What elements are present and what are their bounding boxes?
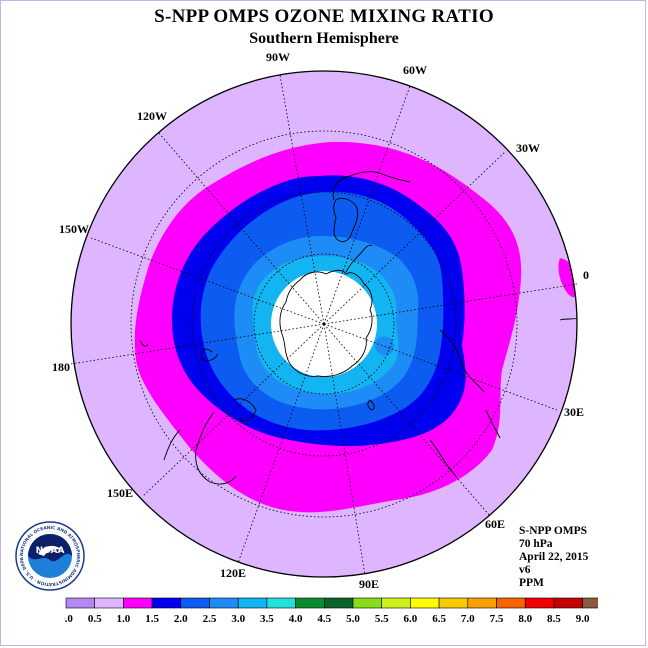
colorbar-swatch [410,597,440,609]
colorbar-swatch [209,597,239,609]
lon-label-120e: 120E [220,566,246,580]
contour-2-5-inner-patch [375,336,394,356]
colorbar-tick-labels: 0.0 0.5 1.0 1.5 2.0 2.5 3.0 3.5 4.0 4.5 5.0 5.5 6.0 6… [64,613,590,625]
lon-label-180: 180 [52,360,70,374]
info-block: S-NPP OMPS 70 hPa April 22, 2015 v6 PPM [519,525,588,590]
colorbar-swatch [65,597,96,609]
info-instrument: S-NPP OMPS [519,525,588,537]
colorbar-swatch [151,597,182,609]
lon-label-60w: 60W [403,63,427,77]
colorbar-swatch [180,597,210,609]
ozone-field [71,71,577,577]
info-units: PPM [519,577,544,589]
colorbar-swatch [123,597,153,609]
lon-label-150e: 150E [107,486,133,500]
logo-wordmark: NOAA [36,546,65,556]
colorbar-swatch [467,597,497,609]
colorbar-tick-label: 5.5 [375,613,389,625]
info-level: 70 hPa [519,538,553,550]
colorbar-tick-label: 4.0 [289,613,303,625]
info-version: v6 [519,564,531,576]
info-date: April 22, 2015 [519,551,589,563]
colorbar-tick-label: 9.0 [576,613,590,625]
colorbar-swatch [496,597,526,609]
map-boundary [70,70,578,578]
colorbar-swatch [237,597,268,609]
colorbar-swatches [65,597,598,609]
lon-label-0: 0 [583,268,589,282]
logo-gull [38,545,62,556]
colorbar-tick-label: 6.0 [404,613,418,625]
colorbar-swatch [94,597,124,609]
colorbar-tick-label: 5.0 [346,613,360,625]
lon-label-90w: 90W [266,50,290,64]
colorbar-tick-label: 4.5 [317,613,331,625]
lon-label-30e: 30E [564,405,584,419]
colorbar-tick-label: 8.0 [518,613,532,625]
colorbar-tick-label: 0.0 [64,613,73,625]
colorbar-tick-label: 7.0 [461,613,475,625]
noaa-logo: NATIONAL OCEANIC AND ATMOSPHERIC ADMINIS… [14,520,85,591]
graticule [70,74,578,576]
colorbar-tick-label: 3.5 [260,613,274,625]
colorbar-swatch [438,597,469,609]
colorbar-tick-label: 1.0 [117,613,131,625]
lon-label-90e: 90E [359,577,379,591]
south-pole-marker [322,322,326,326]
colorbar: 0.0 0.5 1.0 1.5 2.0 2.5 3.0 3.5 4.0 4.5 5.0 5.5 6.0 6… [64,597,598,625]
colorbar-swatch [295,597,325,609]
colorbar-swatch [323,597,354,609]
colorbar-tick-label: 0.5 [88,613,102,625]
lon-label-150w: 150W [59,222,89,236]
colorbar-swatch [524,597,555,609]
colorbar-tick-label: 1.5 [145,613,159,625]
colorbar-tick-label: 3.0 [231,613,245,625]
lon-label-120w: 120W [137,109,167,123]
map-subtitle: Southern Hemisphere [249,30,399,47]
colorbar-tick-label: 2.5 [203,613,217,625]
colorbar-tick-label: 8.5 [547,613,561,625]
colorbar-swatch [582,597,598,609]
lon-label-60e: 60E [485,517,505,531]
colorbar-swatch [381,597,411,609]
colorbar-swatch [266,597,296,609]
colorbar-swatch [553,597,583,609]
colorbar-tick-label: 7.5 [490,613,504,625]
lon-label-30w: 30W [516,141,540,155]
colorbar-tick-label: 2.0 [174,613,188,625]
colorbar-tick-label: 6.5 [432,613,446,625]
map-title: S-NPP OMPS OZONE MIXING RATIO [154,6,494,27]
colorbar-swatch [352,597,383,609]
